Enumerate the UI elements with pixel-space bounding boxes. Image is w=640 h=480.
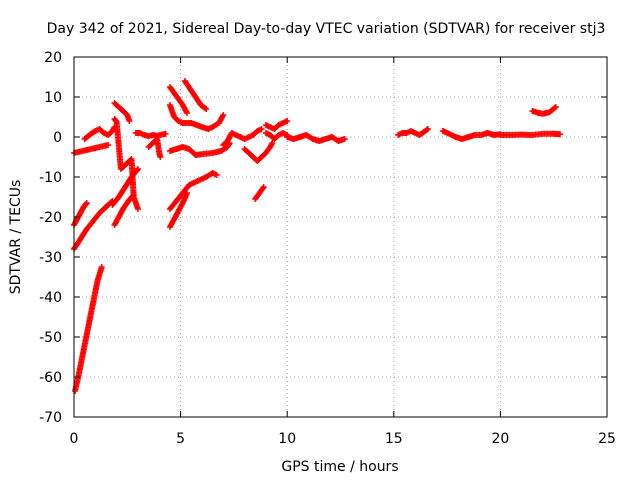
data-point — [341, 136, 348, 142]
series-band-4.5-7 — [166, 102, 227, 132]
data-point — [126, 118, 133, 124]
series-cluster-10-12.5 — [284, 132, 348, 144]
data-point — [424, 126, 431, 132]
data-point — [134, 206, 141, 212]
data-point — [258, 126, 265, 132]
data-point — [551, 104, 558, 111]
data-point — [202, 105, 209, 112]
series-arc-2 — [111, 100, 133, 124]
data-point — [183, 190, 190, 196]
series-diag-4.5-5.5 — [166, 190, 190, 230]
data-point — [83, 200, 90, 206]
data-point — [213, 172, 220, 178]
data-point — [269, 140, 276, 146]
series-diag-4.5-6.5 — [166, 170, 220, 212]
y-tick-label: -20 — [39, 210, 62, 226]
x-tick-label: 5 — [176, 431, 185, 447]
series-small-8-9 — [241, 140, 276, 164]
series-cluster-0.5-2 — [81, 124, 118, 142]
y-tick-label: -60 — [39, 370, 62, 386]
series-ramp-low — [71, 198, 116, 252]
series-cluster-15-16.5 — [395, 126, 431, 138]
y-tick-label: 0 — [53, 130, 62, 146]
y-tick-label: -40 — [39, 290, 62, 306]
grid — [74, 57, 607, 417]
series-small-3.5-4 — [145, 136, 164, 160]
data-points — [71, 78, 564, 394]
series-band-4.5-6.5 — [166, 140, 233, 158]
series-band-neg-4 — [71, 142, 112, 156]
data-point — [98, 264, 105, 270]
y-tick-label: -70 — [39, 410, 62, 426]
data-point — [557, 131, 564, 138]
data-point — [105, 142, 112, 148]
series-short-21.5-22.5 — [529, 104, 559, 117]
data-point — [134, 166, 141, 172]
data-point — [157, 154, 164, 160]
series-arc-9-10 — [262, 118, 291, 132]
data-point — [284, 118, 291, 124]
series-cluster-17-20 — [439, 128, 504, 142]
series-short-8.5-9 — [252, 184, 267, 202]
series-ramp-low-2 — [71, 200, 90, 228]
data-point — [259, 185, 266, 192]
x-tick-label: 15 — [385, 431, 403, 447]
data-point — [220, 112, 227, 118]
series-cluster-9-10 — [262, 130, 291, 142]
y-tick-label: -30 — [39, 250, 62, 266]
data-point — [162, 130, 169, 137]
x-tick-label: 10 — [278, 431, 296, 447]
series-small-2-3 — [111, 116, 141, 212]
y-tick-label: -50 — [39, 330, 62, 346]
y-axis-label: SDTVAR / TECUs — [8, 180, 24, 295]
y-tick-label: -10 — [39, 170, 62, 186]
plot-frame — [73, 56, 608, 418]
series-drop-5-6 — [181, 78, 210, 112]
data-point — [423, 126, 430, 133]
series-cluster-7-9 — [220, 126, 265, 148]
x-tick-label: 20 — [491, 431, 509, 447]
data-point — [183, 110, 190, 116]
axis-ticks: 0 5 10 15 20 25 -70 -60 -50 -40 -30 -20 -10 0 10 20 — [39, 50, 616, 447]
y-tick-label: 10 — [44, 90, 62, 106]
series-cluster-3-4.5 — [132, 130, 169, 140]
y-tick-label: 20 — [44, 50, 62, 66]
series-band-20-22.8 — [497, 130, 564, 138]
data-point — [203, 106, 210, 112]
data-point — [260, 184, 267, 190]
chart-title: Day 342 of 2021, Sidereal Day-to-day VTE… — [47, 21, 606, 37]
x-tick-label: 0 — [70, 431, 79, 447]
series-drop-4.5-5.8 — [166, 84, 190, 116]
series-drop-steep — [72, 264, 105, 394]
x-tick-label: 25 — [598, 431, 616, 447]
data-point — [552, 104, 559, 110]
data-point — [82, 201, 89, 207]
x-axis-label: GPS time / hours — [281, 459, 398, 475]
